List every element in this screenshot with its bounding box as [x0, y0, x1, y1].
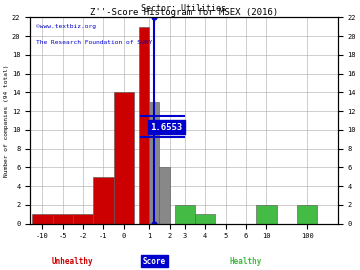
- Text: ©www.textbiz.org: ©www.textbiz.org: [36, 23, 96, 29]
- Bar: [114, 92, 134, 224]
- Text: Unhealthy: Unhealthy: [52, 256, 94, 266]
- Bar: [256, 205, 276, 224]
- Text: Healthy: Healthy: [230, 256, 262, 266]
- Y-axis label: Number of companies (94 total): Number of companies (94 total): [4, 64, 9, 177]
- Text: Sector: Utilities: Sector: Utilities: [141, 4, 226, 13]
- Bar: [297, 205, 317, 224]
- Bar: [32, 214, 53, 224]
- Text: Score: Score: [143, 256, 166, 266]
- Bar: [93, 177, 114, 224]
- Bar: [195, 214, 215, 224]
- Bar: [175, 205, 195, 224]
- Title: Z''-Score Histogram for MSEX (2016): Z''-Score Histogram for MSEX (2016): [90, 8, 278, 17]
- Bar: [139, 27, 149, 224]
- Bar: [159, 167, 170, 224]
- Text: The Research Foundation of SUNY: The Research Foundation of SUNY: [36, 40, 153, 45]
- Text: 1.6553: 1.6553: [150, 123, 183, 131]
- Bar: [73, 214, 93, 224]
- Bar: [149, 102, 159, 224]
- Bar: [53, 214, 73, 224]
